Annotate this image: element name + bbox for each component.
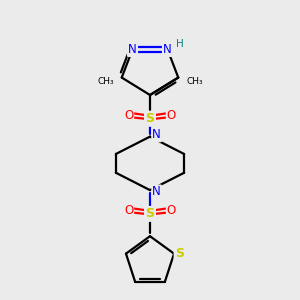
Text: S: S xyxy=(146,112,154,125)
Text: CH₃: CH₃ xyxy=(97,76,114,85)
Text: H: H xyxy=(176,39,184,49)
Text: N: N xyxy=(152,185,161,198)
Text: N: N xyxy=(163,43,172,56)
Text: CH₃: CH₃ xyxy=(186,76,203,85)
Text: S: S xyxy=(146,207,154,220)
Text: N: N xyxy=(152,128,161,141)
Text: O: O xyxy=(167,109,176,122)
Text: O: O xyxy=(124,204,133,218)
Text: N: N xyxy=(128,43,137,56)
Text: O: O xyxy=(124,109,133,122)
Text: S: S xyxy=(175,247,184,260)
Text: O: O xyxy=(167,204,176,218)
